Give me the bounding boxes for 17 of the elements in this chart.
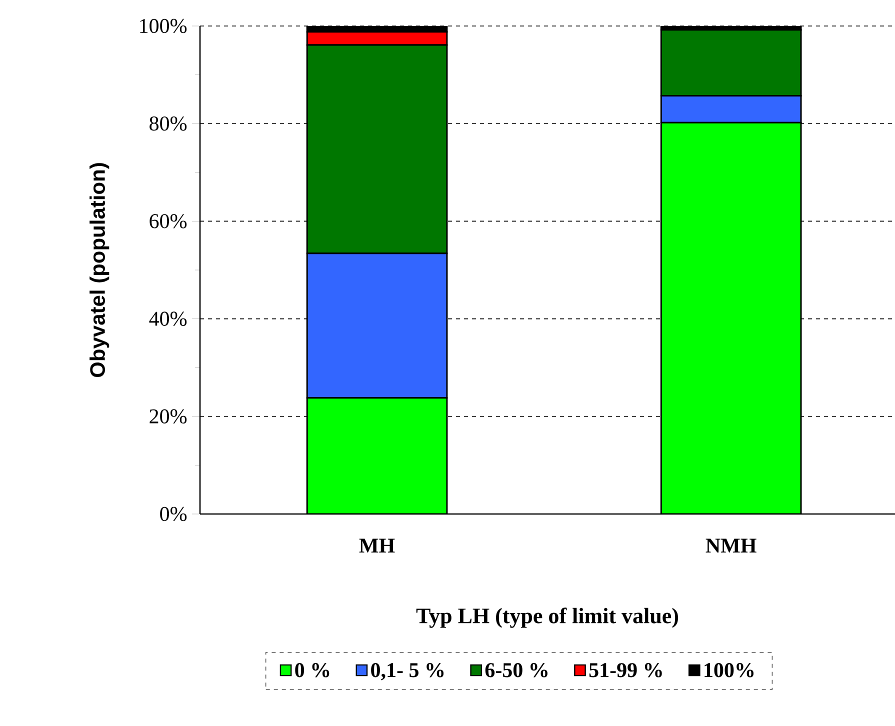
- y-tick-label: 0%: [160, 506, 187, 522]
- legend-label: 6-50 %: [485, 663, 548, 678]
- y-tick-label: 20%: [150, 409, 187, 424]
- legend-label: 100%: [704, 663, 754, 678]
- x-tick-label: NMH: [706, 538, 756, 552]
- y-tick-label: 40%: [149, 312, 187, 326]
- y-axis-title: Obyvatel (population): [90, 163, 110, 378]
- legend-label: 51-99 %: [589, 663, 662, 678]
- x-tick-label: MH: [359, 538, 395, 552]
- y-tick-label: 100%: [140, 18, 187, 34]
- x-axis-title: Typ LH (type of limit value): [416, 608, 678, 628]
- y-tick-label: 60%: [150, 214, 187, 228]
- y-tick-label: 80%: [150, 116, 187, 131]
- legend-label: 0,1- 5 %: [371, 663, 444, 680]
- bar: [306, 397, 448, 514]
- bar: [660, 122, 802, 514]
- legend-label: 0 %: [295, 663, 330, 678]
